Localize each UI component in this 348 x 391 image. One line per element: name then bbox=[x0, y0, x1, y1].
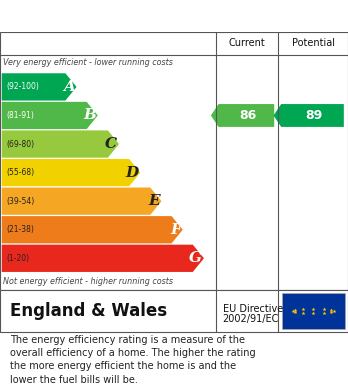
Polygon shape bbox=[2, 188, 161, 215]
Text: D: D bbox=[125, 166, 139, 179]
Text: 86: 86 bbox=[239, 109, 257, 122]
Text: (55-68): (55-68) bbox=[6, 168, 34, 177]
Text: Very energy efficient - lower running costs: Very energy efficient - lower running co… bbox=[3, 58, 173, 67]
Text: England & Wales: England & Wales bbox=[10, 302, 168, 320]
Polygon shape bbox=[2, 102, 98, 129]
Text: 89: 89 bbox=[306, 109, 323, 122]
Polygon shape bbox=[211, 104, 274, 127]
Polygon shape bbox=[274, 104, 344, 127]
Text: B: B bbox=[83, 108, 96, 122]
Text: Potential: Potential bbox=[292, 38, 335, 48]
Polygon shape bbox=[2, 216, 183, 243]
Text: Energy Efficiency Rating: Energy Efficiency Rating bbox=[9, 9, 230, 23]
Text: Not energy efficient - higher running costs: Not energy efficient - higher running co… bbox=[3, 277, 174, 286]
Text: E: E bbox=[148, 194, 160, 208]
Text: (21-38): (21-38) bbox=[6, 225, 34, 234]
Text: F: F bbox=[170, 223, 181, 237]
Text: Current: Current bbox=[229, 38, 266, 48]
Text: (39-54): (39-54) bbox=[6, 197, 34, 206]
Polygon shape bbox=[2, 159, 140, 186]
Polygon shape bbox=[2, 73, 77, 100]
Text: (1-20): (1-20) bbox=[6, 254, 29, 263]
Text: (92-100): (92-100) bbox=[6, 83, 39, 91]
Text: C: C bbox=[105, 137, 117, 151]
Text: G: G bbox=[189, 251, 202, 265]
Text: (81-91): (81-91) bbox=[6, 111, 34, 120]
FancyBboxPatch shape bbox=[282, 292, 345, 330]
Polygon shape bbox=[2, 131, 119, 158]
Text: A: A bbox=[63, 80, 75, 94]
Text: The energy efficiency rating is a measure of the
overall efficiency of a home. T: The energy efficiency rating is a measur… bbox=[10, 335, 256, 385]
Text: EU Directive: EU Directive bbox=[223, 304, 283, 314]
Text: (69-80): (69-80) bbox=[6, 140, 34, 149]
Polygon shape bbox=[2, 245, 204, 272]
Text: 2002/91/EC: 2002/91/EC bbox=[223, 314, 279, 325]
